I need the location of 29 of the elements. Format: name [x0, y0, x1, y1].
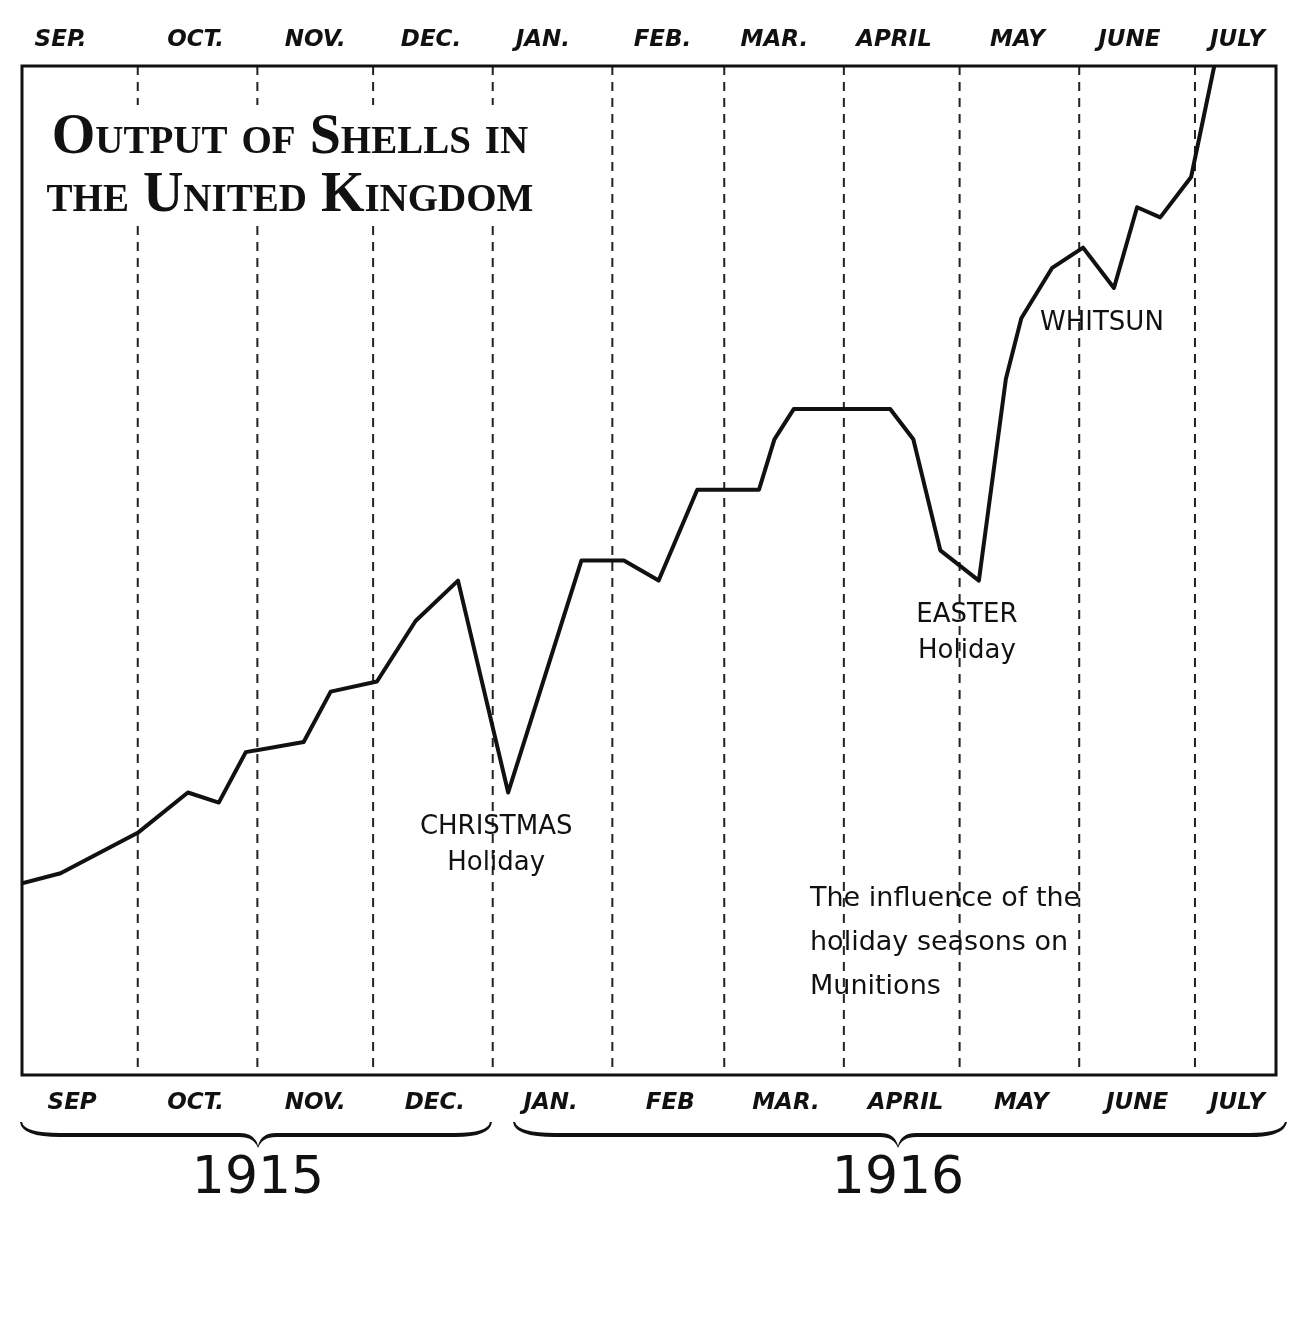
x-tick-label: DEC.: [404, 1087, 466, 1114]
x2-tick-label: SEP.: [34, 25, 87, 52]
x2-tick-label: JUNE: [1094, 25, 1161, 52]
annotation: WHITSUN: [1040, 305, 1164, 336]
x-tick-label: MAR.: [752, 1087, 820, 1114]
x-tick-label: APRIL: [865, 1087, 944, 1114]
annotation: The influence of the holiday seasons on Munitions: [810, 880, 1082, 1002]
x-tick-label: MAY: [993, 1087, 1052, 1114]
annotation: EASTER Holiday: [916, 598, 1018, 665]
x2-tick-label: JAN.: [511, 25, 571, 52]
x2-tick-label: NOV.: [284, 25, 346, 52]
annotation: CHRISTMAS Holiday: [419, 810, 573, 877]
x-tick-label: JAN.: [519, 1087, 578, 1114]
text: 1916: [831, 1145, 965, 1205]
x2-tick-label: MAY: [990, 25, 1048, 52]
x-tick-label: JUNE: [1101, 1087, 1169, 1114]
text: Output of Shells in the United Kingdom: [40, 103, 540, 223]
x2-tick-label: OCT.: [167, 25, 225, 52]
x-tick-label: OCT.: [167, 1087, 225, 1114]
x2-tick-label: APRIL: [854, 25, 932, 52]
x-tick-label: JULY: [1205, 1087, 1268, 1114]
x2-tick-label: DEC.: [400, 25, 462, 52]
x-tick-label: NOV.: [284, 1087, 346, 1114]
x2-tick-label: JULY: [1205, 25, 1268, 52]
x2-tick-label: MAR.: [740, 25, 809, 52]
x-tick-label: FEB: [645, 1087, 695, 1114]
x-tick-label: SEP: [47, 1087, 97, 1114]
x2-tick-label: FEB.: [633, 25, 692, 52]
text: 1915: [191, 1145, 325, 1205]
